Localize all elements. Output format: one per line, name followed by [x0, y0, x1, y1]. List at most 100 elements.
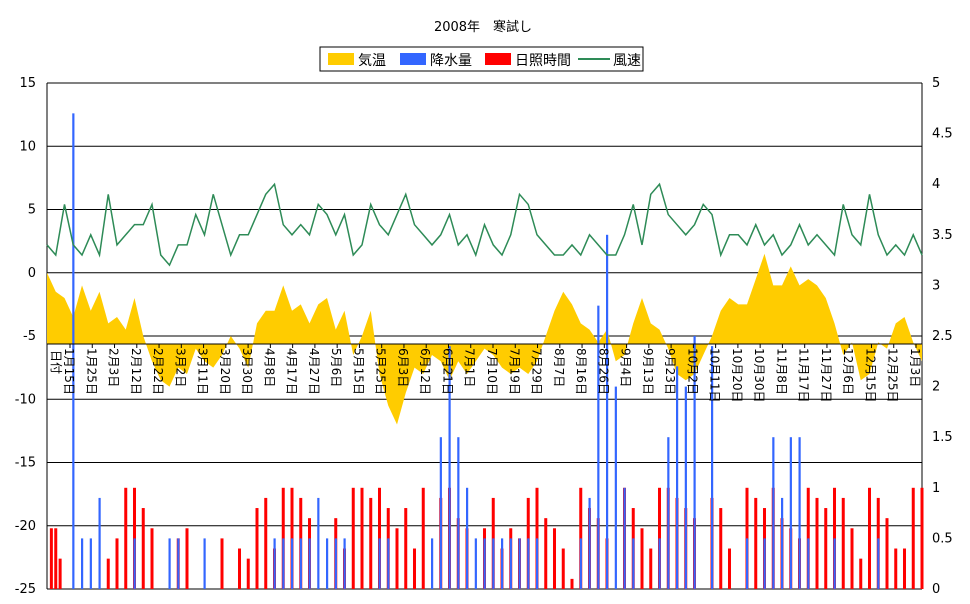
sunshine-bar: [360, 487, 364, 589]
x-tick-label: 10月20日: [730, 348, 744, 403]
sunshine-bar: [903, 548, 906, 589]
x-tick-label: 1月3日: [908, 348, 922, 387]
precipitation-bar: [492, 538, 495, 589]
precipitation-bar: [536, 538, 539, 589]
x-tick-label: 5月15日: [351, 348, 365, 395]
x-tick-label: 11月17日: [797, 348, 811, 403]
x-tick-label: 2月3日: [107, 348, 121, 387]
precipitation-bar: [177, 538, 180, 589]
precipitation-bar: [98, 497, 101, 589]
precipitation-bar: [282, 538, 285, 589]
precipitation-bar: [291, 538, 294, 589]
precipitation-bar: [317, 497, 320, 589]
sunshine-bar: [719, 508, 723, 589]
sunshine-bar: [570, 578, 574, 589]
sunshine-bar: [264, 497, 268, 589]
sunshine-bar: [561, 548, 565, 589]
y-right-tick-label: 4: [932, 177, 940, 192]
x-tick-label: 7月29日: [530, 348, 544, 395]
precipitation-bar: [378, 538, 381, 589]
y-right-tick-label: 0.5: [932, 531, 953, 546]
sunshine-bar: [255, 508, 259, 589]
precipitation-bar: [457, 437, 460, 589]
x-tick-label: 12月15日: [863, 348, 877, 403]
x-tick-label: 9月13日: [641, 348, 655, 395]
x-tick-label: 4月8日: [262, 348, 276, 387]
precipitation-bar: [667, 437, 670, 589]
x-axis-title: 日付: [49, 350, 63, 374]
sunshine-bar: [185, 528, 189, 589]
x-tick-label: 10月30日: [752, 348, 766, 403]
plot-area: 15 10 5 0 -5 -10 -15 -20 -25 5 4.5 4 3.5 3 2.5 2 1.5 1 0.5…: [15, 76, 953, 597]
y-right-tick-label: 4.5: [932, 127, 953, 142]
sunshine-bar: [894, 548, 898, 589]
precipitation-bar: [527, 538, 530, 589]
wind-line: [46, 182, 923, 267]
precipitation-bar: [746, 538, 749, 589]
x-tick-label: 12月6日: [841, 348, 855, 395]
x-tick-label: 2月22日: [151, 348, 165, 395]
sunshine-bar: [868, 487, 871, 589]
precipitation-bar: [72, 113, 75, 590]
y-right-tick-label: 3: [932, 278, 940, 293]
sunshine-bar: [124, 487, 128, 589]
y-left-tick-label: -10: [15, 392, 36, 407]
x-tick-label: 5月6日: [329, 348, 343, 387]
sunshine-bar: [640, 528, 644, 589]
sunshine-bar: [238, 548, 241, 589]
x-tick-label: 9月23日: [663, 348, 677, 395]
precipitation-bar: [509, 538, 512, 589]
x-tick-label: 1月25日: [84, 348, 98, 395]
x-tick-label: 6月12日: [418, 348, 432, 395]
sunshine-bar: [141, 508, 145, 589]
precipitation-bar: [334, 538, 337, 589]
precipitation-bar: [501, 538, 504, 589]
x-tick-label: 11月27日: [819, 348, 833, 403]
sunshine-bar: [824, 508, 828, 589]
precipitation-bar: [387, 538, 390, 589]
x-tick-label: 3月11日: [196, 348, 210, 395]
sunshine-bar: [246, 558, 250, 589]
precipitation-bar: [711, 346, 714, 589]
sunshine-bar: [815, 497, 819, 589]
sunshine-bar: [404, 508, 408, 589]
x-tick-label: 6月3日: [396, 348, 410, 387]
sunshine-bar: [553, 528, 556, 589]
precipitation-bar: [483, 538, 486, 589]
sunshine-bar: [911, 487, 915, 589]
legend-label-temperature: 気温: [358, 53, 386, 69]
y-right-tick-label: 2: [932, 380, 940, 395]
precipitation-bar: [693, 336, 696, 589]
x-tick-label: 3月30日: [240, 348, 254, 395]
x-tick-label: 1月15日: [62, 348, 76, 395]
precipitation-bar: [798, 437, 801, 589]
y-left-tick-label: -15: [15, 456, 36, 471]
y-left-tick-label: 15: [19, 76, 36, 91]
sunshine-bar: [649, 548, 653, 589]
x-tick-label: 4月27日: [307, 348, 321, 395]
x-tick-label: 7月19日: [507, 348, 521, 395]
precipitation-bar: [606, 234, 609, 590]
legend-label-precipitation: 降水量: [430, 53, 472, 69]
y-right-tick-label: 5: [932, 76, 940, 91]
sunshine-bar: [395, 528, 399, 589]
sunshine-bar: [754, 497, 758, 589]
legend-swatch-precipitation: [400, 53, 426, 65]
precipitation-bar: [439, 437, 442, 589]
chart-title: 2008年 寒試し: [434, 19, 532, 35]
sunshine-bar: [413, 548, 416, 589]
x-tick-label: 4月17日: [285, 348, 299, 395]
sunshine-bar: [920, 487, 924, 589]
legend-swatch-temperature: [328, 53, 354, 65]
precipitation-bar: [597, 305, 600, 589]
precipitation-bar: [772, 437, 775, 589]
precipitation-bar: [632, 538, 635, 589]
x-tick-label: 12月25日: [886, 348, 900, 403]
y-right-tick-label: 1: [932, 481, 940, 496]
precipitation-bar: [326, 538, 329, 589]
y-right-tick-label: 1.5: [932, 430, 953, 445]
precipitation-bar: [273, 538, 276, 589]
sunshine-bar: [728, 548, 731, 589]
y-right-tick-label: 3.5: [932, 228, 953, 243]
